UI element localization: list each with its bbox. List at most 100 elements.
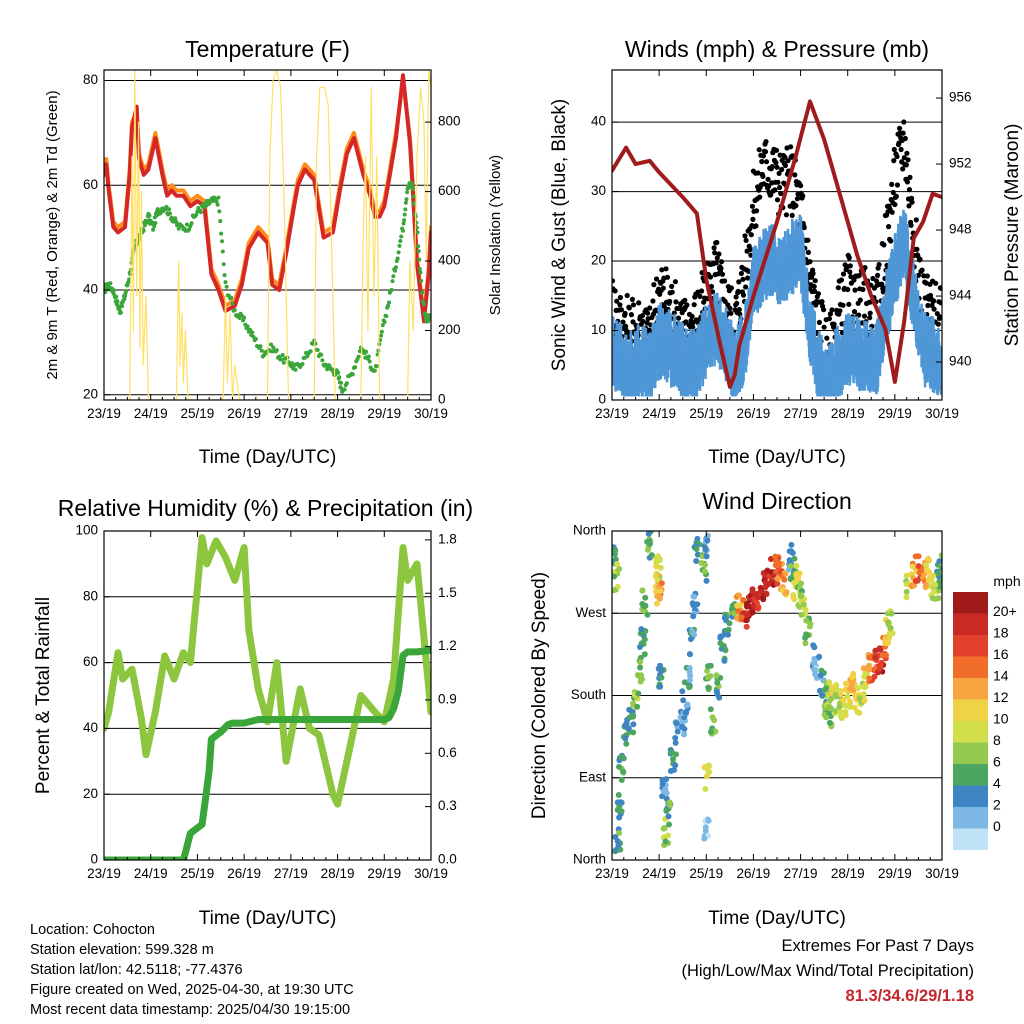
winds-series-wind_gust-point [645,310,651,316]
winds-series-wind_gust-point [753,223,759,229]
winds-series-wind_gust-point [622,310,628,316]
temperature-xtick-label: 28/19 [321,406,355,421]
colorbar-swatch [953,678,988,700]
colorbar-label: 12 [993,689,1009,705]
wind-direction-point [850,687,857,694]
winds-series-wind_gust-point [867,315,873,321]
wind-direction-point [757,589,764,595]
wind-direction-point [935,595,942,602]
temperature-series-dewpoint-point [401,228,405,233]
wind-direction-point [844,693,851,700]
winds-series-wind_gust-point [716,251,722,257]
speed-colorbar: mph 20+ 18 16 14 12 10 8 6 4 2 0 [953,573,1021,850]
temperature-series-dewpoint-point [379,333,384,338]
temperature-panel: 23/19 24/19 25/19 26/19 27/19 28/19 29/19 30/19… [44,36,504,468]
wind-direction-point [657,564,664,571]
winds-series-wind_gust-point [821,307,827,313]
winds-series-wind_gust-point [690,324,696,330]
wind-direction-point [774,575,781,582]
temperature-series-dewpoint-point [419,279,424,283]
humidity-xtick-label: 24/19 [134,866,168,881]
humidity-panel: 23/19 24/19 25/19 26/19 27/19 28/19 29/19 30/19… [33,495,473,929]
winds-ytick-label: 30 [591,183,606,198]
humidity-xtick-label: 23/19 [87,866,121,881]
wind-direction-point [833,682,840,688]
wind-direction-point [788,541,795,548]
winds-ytick-label: 10 [591,322,606,337]
humidity-xtick-label: 29/19 [367,866,401,881]
wind-direction-panel: mph 20+ 18 16 14 12 10 8 6 4 2 0 23/19 24/19 25/19 26/1… [529,488,1021,929]
winds-series-wind_gust-point [773,147,780,153]
humidity-xtick-label: 25/19 [181,866,215,881]
colorbar-swatch [953,656,988,678]
temperature-ytick-label: 80 [83,72,98,87]
winds-series-wind_gust-point [672,279,679,285]
created-text: Figure created on Wed, 2025-04-30, at 19… [30,982,354,998]
winds-series-wind_gust-point [650,298,656,304]
colorbar-swatch [953,828,988,850]
temperature-series-dewpoint-point [232,308,237,312]
wind-direction-point [726,620,733,627]
winds-series-wind_gust-point [938,300,942,306]
temperature-series-dewpoint-point [374,364,379,369]
temperature-series-dewpoint-point [184,222,189,227]
temperature-series-dewpoint-point [416,249,421,254]
wind-direction-point [797,593,804,600]
colorbar-label: 4 [993,775,1001,791]
wind-direction-point [772,553,779,560]
winds-series-wind_gust-point [812,288,818,294]
wind-direction-point [659,793,666,800]
temperature-series-dewpoint-point [403,207,408,212]
wind-direction-point [698,560,705,566]
wind-direction-point [686,651,693,658]
temperature-series-dewpoint-point [198,210,203,215]
colorbar-swatch [953,613,988,635]
humidity-xtick-label: 26/19 [227,866,261,881]
winds-series-wind_gust-point [907,174,913,180]
temperature-series-dewpoint-point [394,265,398,270]
temperature-series-dewpoint-point [300,362,305,366]
winds-series-wind_gust-point [740,292,747,298]
winds-series-wind_gust-point [931,306,937,312]
winds-series-wind_gust-point [903,162,910,168]
winds-series-wind_gust-point [760,153,767,159]
winds-series-wind_gust-point [879,281,885,287]
winds-series-wind_gust-point [860,286,866,293]
temperature-series-dewpoint-point [194,212,199,217]
wind-direction-point [616,566,623,572]
wind-direction-point [821,686,828,693]
winds-series-wind_gust-point [801,225,807,231]
wind-direction-point [721,614,728,621]
humidity-ytick-label: 40 [83,720,98,735]
colorbar-label: 20+ [993,603,1017,619]
temperature-series-dewpoint-point [271,345,276,350]
wind-direction-point [704,667,711,674]
winds-series-wind_gust-point [938,285,942,291]
winds-series-wind_gust-point [829,307,835,313]
winds-series-wind_gust-point [617,294,624,301]
wind-direction-point [774,580,781,587]
wind-direction-point [679,723,686,730]
wind-direction-point [666,821,672,828]
wind-direction-point [659,777,666,784]
winds-series-wind_gust-point [873,278,880,284]
wind-direction-point [637,644,643,650]
wind-direction-point [637,630,644,637]
wind-direction-point [693,546,700,552]
wind-direction-point [903,594,910,601]
temperature-series-dewpoint-point [223,280,228,285]
wind-direction-point [811,667,818,674]
wind-direction-xtick-label: 30/19 [925,866,959,881]
temperature-series-dewpoint-point [153,221,158,225]
wind-direction-point [630,721,637,728]
wind-direction-point [686,684,693,691]
wind-direction-title: Wind Direction [702,488,852,514]
winds-ytick-right-label: 956 [949,90,972,105]
winds-series-wind_gust-point [789,212,795,218]
colorbar-label: 10 [993,711,1009,727]
temperature-series-dewpoint-point [151,227,156,232]
winds-series-wind_gust-point [629,296,636,302]
wind-direction-point [641,651,648,658]
wind-direction-point [903,572,910,579]
wind-direction-point [798,611,805,618]
